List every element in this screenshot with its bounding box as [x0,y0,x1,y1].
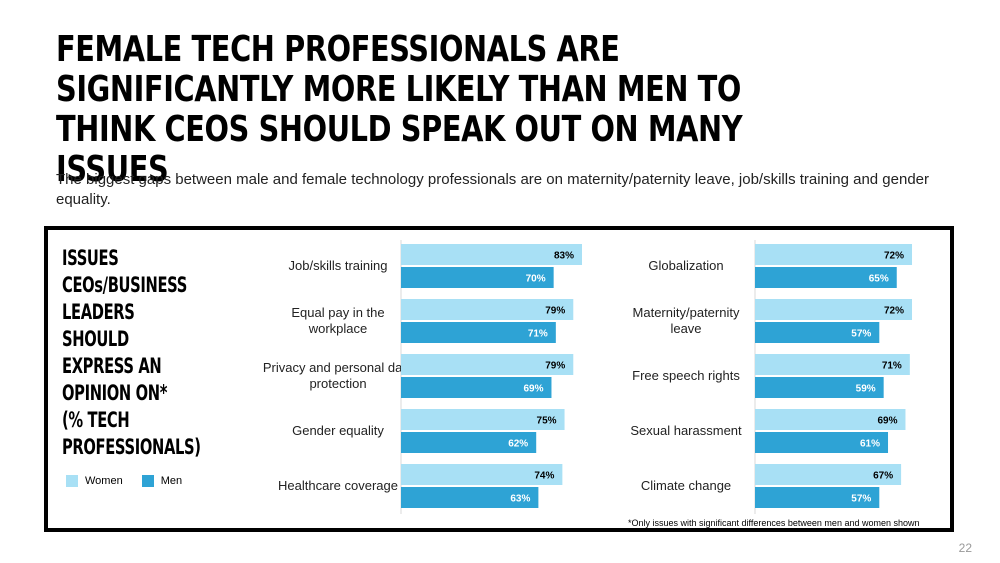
chart-1-bar-men [401,267,554,288]
chart-1-bar-men [401,432,537,453]
chart-1-value-label: 79% [545,306,565,317]
chart-2-category-label: Free speech rights [632,368,740,383]
chart-2-value-label: 57% [851,494,871,505]
chart-2-value-label: 57% [851,329,871,340]
chart-2-value-label: 65% [869,274,889,285]
chart-2-category-label: Climate change [641,478,731,493]
category-label-line: leave [670,321,701,336]
category-label-line: Gender equality [292,423,384,438]
legend-item-women: Women [66,475,123,487]
chart-1-value-label: 79% [545,361,565,372]
chart-2-value-label: 69% [877,416,897,427]
category-label-line: workplace [308,321,368,336]
category-label-line: Equal pay in the [291,305,384,320]
chart-1-bar-men [401,377,552,398]
page-title: FEMALE TECH PROFESSIONALS ARE SIGNIFICAN… [56,29,743,190]
chart-1-bar-men [401,487,539,508]
chart-2-bar-women [755,409,906,430]
chart-1-value-label: 62% [508,439,528,450]
page-number: 22 [958,541,972,555]
chart-2-category-label: Globalization [648,258,723,273]
chart-2-value-label: 67% [873,471,893,482]
chart-1-bar-women [401,299,574,320]
chart-2-category-label: Maternity/paternity leave [633,305,740,336]
chart-1-bar-women [401,244,582,265]
legend-swatch-men [141,475,154,487]
chart-1-bar-men [401,322,556,343]
legend-swatch-women [66,475,78,487]
chart-1-category-label: Equal pay in the workplace [291,305,384,336]
chart-2-bar-men [755,322,880,343]
chart-2-value-label: 61% [860,439,880,450]
chart-2-value-label: 72% [884,306,904,317]
chart-1-value-label: 63% [510,494,530,505]
category-label-line: Job/skills training [289,258,388,273]
category-label-line: Free speech rights [632,368,740,383]
category-label-line: Maternity/paternity [633,305,740,320]
chart-2-bar-women [755,464,902,485]
chart-1-bar-women [401,464,563,485]
chart-1-value-label: 69% [523,384,543,395]
chart-1-value-label: 70% [526,274,546,285]
chart-2-value-label: 72% [884,251,904,262]
category-label-line: Sexual harassment [630,423,742,438]
chart-2-bar-men [755,487,880,508]
chart-2-bar-men [755,267,897,288]
legend-label-women: Women [85,475,123,487]
chart-1-category-label: Job/skills training [289,258,388,273]
chart-1-category-label: Privacy and personal data protection [263,360,414,391]
chart-2-value-label: 71% [882,361,902,372]
legend: Women Men [66,475,198,490]
category-label-line: Healthcare coverage [278,478,398,493]
page-subtitle: The biggest gaps between male and female… [56,171,930,208]
chart-2-bar-men [755,377,884,398]
legend-item-men: Men [141,475,183,487]
category-label-line: Globalization [648,258,723,273]
chart-2-bar-women [755,244,913,265]
chart-1-category-label: Gender equality [292,423,384,438]
chart-1-bar-women [401,409,565,430]
chart-2-value-label: 59% [856,384,876,395]
category-label-line: Privacy and personal data [263,360,414,375]
category-label-line: Climate change [641,478,731,493]
chart-2-bar-women [755,354,910,375]
side-heading: ISSUES CEOs/BUSINESS LEADERS SHOULD EXPR… [62,246,201,459]
chart-1-value-label: 71% [528,329,548,340]
chart-2-bar-men [755,432,889,453]
chart-2-bar-women [755,299,913,320]
category-label-line: protection [309,376,366,391]
chart-frame [44,226,954,532]
chart-1-value-label: 74% [534,471,554,482]
footnote: *Only issues with significant difference… [628,518,920,528]
chart-1-value-label: 83% [554,251,574,262]
legend-label-men: Men [160,475,183,487]
chart-2-category-label: Sexual harassment [630,423,742,438]
chart-1-category-label: Healthcare coverage [278,478,398,493]
chart-1-value-label: 75% [537,416,557,427]
chart-1-bar-women [401,354,574,375]
